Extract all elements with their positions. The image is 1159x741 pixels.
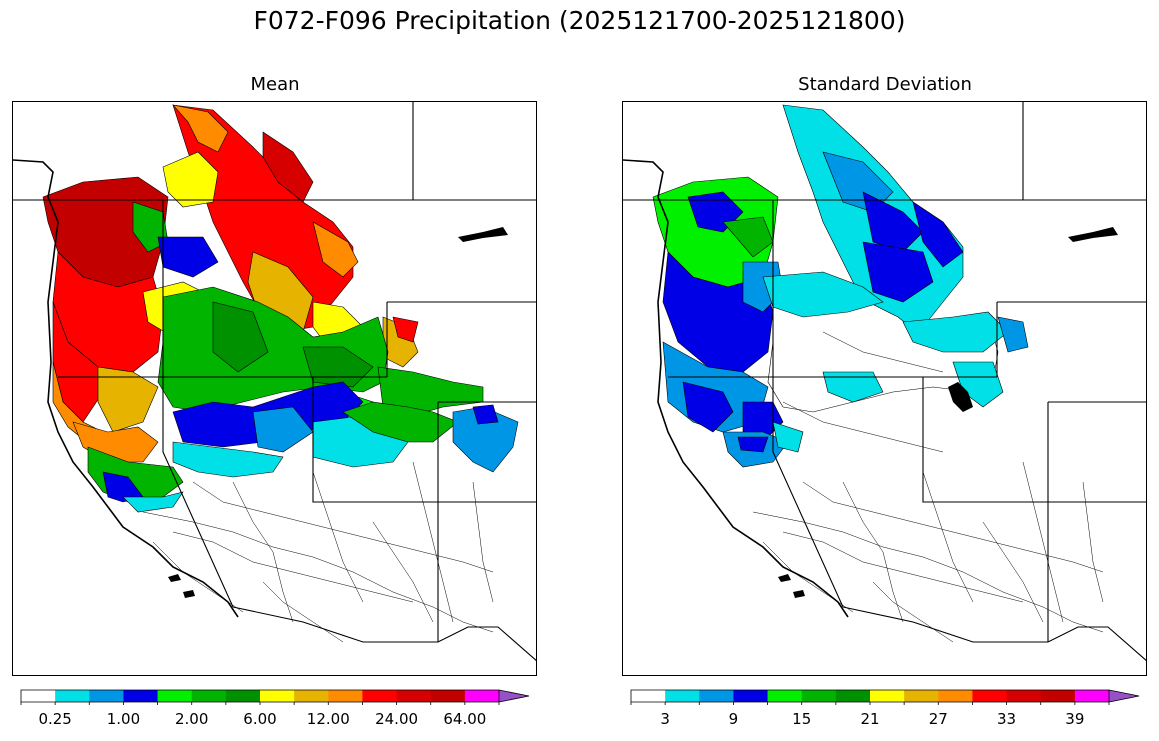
colorbar-swatch	[260, 690, 295, 702]
basin-outlines-mean	[142, 461, 494, 643]
panel-title-mean: Mean	[250, 74, 300, 95]
colorbar-swatch	[767, 690, 803, 702]
colorbar-tick-label: 33	[997, 710, 1017, 728]
colorbar-swatch	[294, 690, 329, 702]
precip-fill-mean	[42, 104, 519, 513]
colorbar-extend-arrow	[1108, 689, 1140, 703]
colorbar-tick-label: 64.00	[443, 710, 487, 728]
colorbar-swatch	[1006, 690, 1042, 702]
colorbar-swatch	[1040, 690, 1076, 702]
colorbar-tick-label: 3	[660, 710, 670, 728]
island-2-mean	[183, 590, 195, 598]
colorbar-swatch	[665, 690, 700, 702]
colorbar-tick-label: 21	[860, 710, 880, 728]
colorbar-swatch	[1074, 690, 1110, 702]
colorbar-swatch	[225, 690, 261, 702]
lake-sd	[1068, 227, 1118, 242]
colorbar-swatch	[938, 690, 973, 702]
colorbar-tick-label: 1.00	[106, 710, 141, 728]
colorbar-swatch	[396, 690, 432, 702]
colorbar-swatch	[801, 690, 837, 702]
state-lines-mean	[13, 102, 536, 661]
colorbar-swatch	[464, 690, 500, 702]
colorbar-sd	[630, 688, 1140, 712]
colorbar-tick-label: 9	[728, 710, 739, 728]
map-sd-svg	[623, 102, 1146, 661]
figure-title: F072-F096 Precipitation (2025121700-2025…	[253, 6, 906, 35]
colorbar-swatch	[123, 690, 159, 702]
colorbar-extend-arrow	[498, 689, 530, 703]
colorbar-swatch	[870, 690, 905, 702]
colorbar-swatch	[430, 690, 466, 702]
colorbar-swatch	[191, 690, 227, 702]
state-lines-sd	[623, 102, 1146, 661]
colorbar-tick-label: 27	[928, 710, 948, 728]
colorbar-swatch	[89, 690, 124, 702]
colorbar-swatch	[55, 690, 90, 702]
colorbar-mean-svg	[20, 689, 530, 705]
coastline-mean	[13, 159, 239, 618]
colorbar-swatch	[631, 690, 666, 702]
colorbar-swatch	[699, 690, 734, 702]
map-mean-svg	[13, 102, 536, 661]
colorbar-tick-label: 15	[792, 710, 812, 728]
island-1-sd	[778, 574, 791, 582]
colorbar-swatch	[835, 690, 871, 702]
panel-title-sd: Standard Deviation	[798, 74, 972, 95]
colorbar-sd-svg	[630, 689, 1140, 705]
colorbar-swatch	[328, 690, 363, 702]
stdev-fill	[652, 104, 1029, 468]
colorbar-swatch	[362, 690, 398, 702]
map-sd	[622, 101, 1147, 676]
colorbar-mean	[20, 688, 530, 712]
colorbar-swatch	[21, 690, 56, 702]
colorbar-tick-label: 0.25	[38, 710, 72, 728]
colorbar-tick-label: 12.00	[306, 710, 350, 728]
colorbar-tick-label: 2.00	[175, 710, 209, 728]
island-1-mean	[168, 574, 181, 582]
colorbar-tick-label: 6.00	[243, 710, 277, 728]
colorbar-swatch	[157, 690, 193, 702]
island-2-sd	[793, 590, 805, 598]
colorbar-tick-label: 39	[1065, 710, 1085, 728]
colorbar-swatch	[972, 690, 1008, 702]
coastline-sd	[623, 159, 849, 618]
map-mean	[12, 101, 537, 676]
colorbar-tick-label: 24.00	[375, 710, 419, 728]
lake-mean	[458, 227, 508, 242]
colorbar-swatch	[733, 690, 769, 702]
colorbar-swatch	[904, 690, 939, 702]
great-salt-lake-sd	[948, 382, 973, 412]
